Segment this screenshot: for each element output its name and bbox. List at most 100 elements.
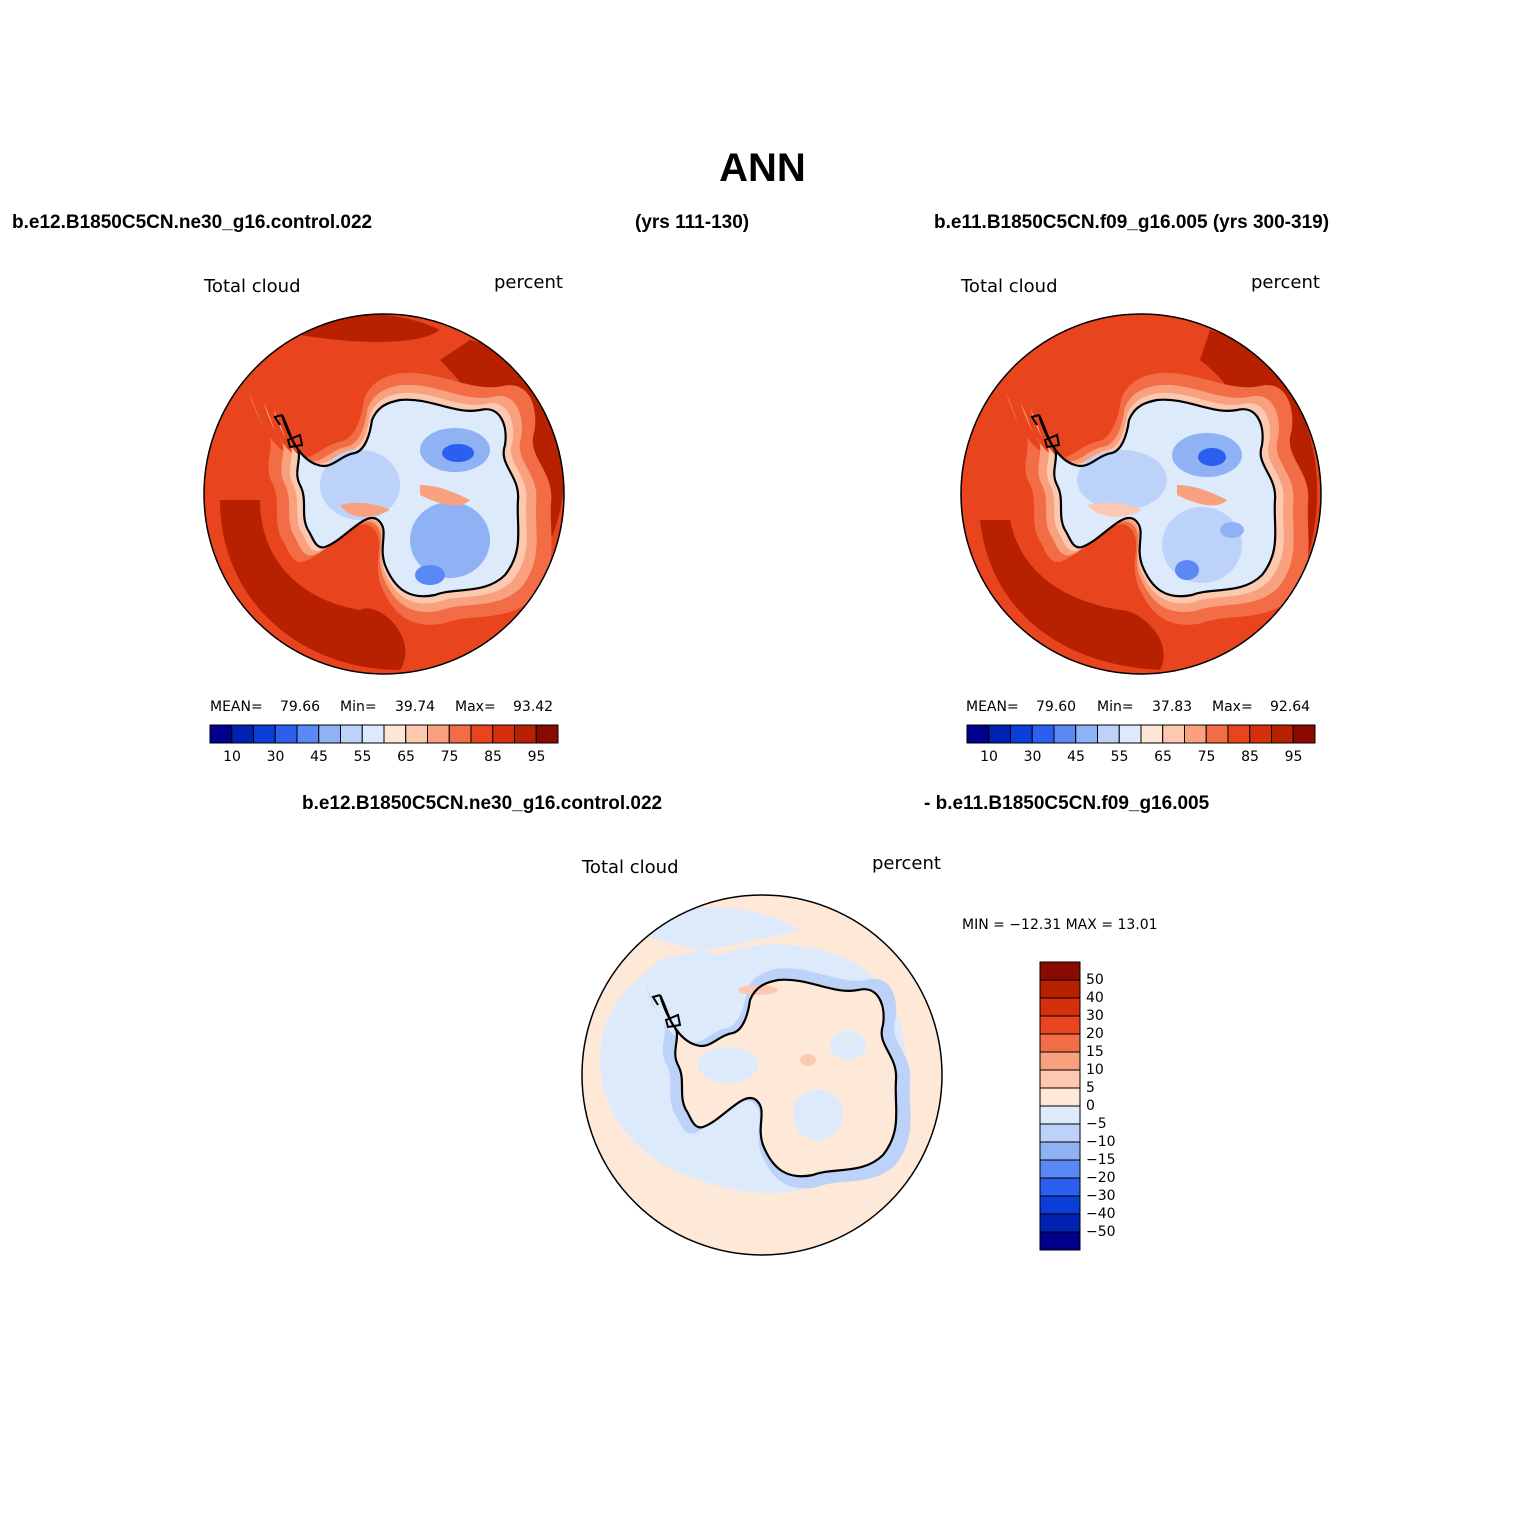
colorbar-tick-label: 55 bbox=[353, 749, 372, 765]
colorbar-tick-label: 20 bbox=[1086, 1026, 1104, 1042]
colorbar-tick-label: 45 bbox=[310, 749, 328, 765]
panel1-colorbar-swatch bbox=[405, 724, 428, 744]
diff-colorbar-swatch bbox=[1039, 979, 1081, 999]
panel1-colorbar-swatch bbox=[470, 724, 494, 744]
panel1-max-value: 93.42 bbox=[513, 699, 554, 715]
panel1-colorbar-swatch bbox=[427, 724, 450, 744]
panel2-colorbar-swatch bbox=[1010, 724, 1033, 744]
diff-units-label: percent bbox=[872, 853, 941, 874]
panel1-map bbox=[204, 314, 564, 674]
diff-title-right: - b.e11.B1850C5CN.f09_g16.005 bbox=[924, 793, 1210, 814]
case1-years: (yrs 111-130) bbox=[635, 212, 750, 233]
diff-colorbar-swatch bbox=[1039, 1123, 1081, 1143]
colorbar-tick-label: −50 bbox=[1086, 1224, 1116, 1240]
panel1-colorbar bbox=[209, 724, 559, 744]
panel2-colorbar-swatch bbox=[1162, 724, 1185, 744]
colorbar-tick-label: −40 bbox=[1086, 1206, 1116, 1222]
diff-colorbar-swatch bbox=[1039, 1015, 1081, 1035]
panel2-colorbar-swatch bbox=[1031, 724, 1055, 744]
panel2-colorbar-swatch bbox=[1140, 724, 1164, 744]
panel1-colorbar-swatch bbox=[274, 724, 298, 744]
colorbar-tick-label: 55 bbox=[1110, 749, 1129, 765]
colorbar-tick-label: 75 bbox=[1197, 749, 1216, 765]
panel1-min-label: Min= bbox=[340, 699, 377, 715]
colorbar-tick-label: 30 bbox=[1023, 749, 1042, 765]
diff-minmax-label: MIN = −12.31 MAX = 13.01 bbox=[962, 917, 1158, 933]
colorbar-tick-label: 30 bbox=[1086, 1008, 1104, 1024]
panel2-map bbox=[961, 314, 1321, 674]
diff-colorbar-swatch bbox=[1039, 1069, 1081, 1089]
panel2-colorbar-swatch bbox=[1249, 724, 1272, 744]
colorbar-tick-label: 45 bbox=[1067, 749, 1085, 765]
colorbar-tick-label: 95 bbox=[527, 749, 546, 765]
panel2-colorbar-swatch bbox=[1053, 724, 1077, 744]
colorbar-tick-label: −20 bbox=[1086, 1170, 1116, 1186]
panel1-colorbar-swatch bbox=[318, 724, 341, 744]
panel2-mean-value: 79.60 bbox=[1036, 699, 1077, 715]
diff-variable-label: Total cloud bbox=[582, 857, 679, 878]
colorbar-tick-label: 40 bbox=[1086, 990, 1104, 1006]
panel1-colorbar-swatch bbox=[448, 724, 472, 744]
panel1-mean-value: 79.66 bbox=[280, 699, 321, 715]
diff-colorbar-swatch bbox=[1039, 1213, 1081, 1233]
colorbar-tick-label: 30 bbox=[266, 749, 285, 765]
diff-title-left: b.e12.B1850C5CN.ne30_g16.control.022 bbox=[302, 793, 663, 814]
colorbar-tick-label: 65 bbox=[397, 749, 415, 765]
case2-title: b.e11.B1850C5CN.f09_g16.005 (yrs 300-319… bbox=[934, 212, 1330, 233]
colorbar-tick-label: −10 bbox=[1086, 1134, 1116, 1150]
panel2-colorbar-swatch bbox=[1227, 724, 1251, 744]
diff-colorbar-swatch bbox=[1039, 1141, 1081, 1161]
main-title: ANN bbox=[719, 146, 806, 190]
diff-colorbar-swatch bbox=[1039, 1231, 1081, 1251]
colorbar-tick-label: −30 bbox=[1086, 1188, 1116, 1204]
panel2-min-value: 37.83 bbox=[1152, 699, 1193, 715]
diff-colorbar-swatch bbox=[1039, 1177, 1081, 1197]
panel1-colorbar-swatch bbox=[296, 724, 320, 744]
panel1-colorbar-swatch bbox=[535, 724, 559, 744]
panel2-colorbar-swatch bbox=[1097, 724, 1120, 744]
panel2-field-dark-southwest bbox=[980, 520, 1164, 670]
diff-colorbar-swatch bbox=[1039, 1159, 1081, 1179]
diff-colorbar-swatch bbox=[1039, 961, 1081, 981]
diff-colorbar-swatch bbox=[1039, 1033, 1081, 1053]
panel1-colorbar-swatch bbox=[383, 724, 407, 744]
panel2-colorbar-swatch bbox=[1075, 724, 1098, 744]
panel2-map-border bbox=[960, 313, 1322, 675]
diff-colorbar bbox=[1039, 961, 1081, 1251]
panel2-variable-label: Total cloud bbox=[961, 276, 1058, 297]
panel1-mean-label: MEAN= bbox=[210, 699, 263, 715]
colorbar-tick-label: −5 bbox=[1086, 1116, 1107, 1132]
panel1-field-dark-southwest bbox=[220, 500, 406, 670]
panel1-max-label: Max= bbox=[455, 699, 496, 715]
diff-colorbar-swatch bbox=[1039, 1087, 1081, 1107]
panel1-colorbar-swatch bbox=[514, 724, 537, 744]
colorbar-tick-label: 10 bbox=[223, 749, 241, 765]
panel2-mean-label: MEAN= bbox=[966, 699, 1019, 715]
panel1-variable-label: Total cloud bbox=[204, 276, 301, 297]
panel2-colorbar bbox=[966, 724, 1316, 744]
diff-map-border bbox=[581, 894, 943, 1256]
colorbar-tick-label: 15 bbox=[1086, 1044, 1104, 1060]
colorbar-tick-label: 85 bbox=[484, 749, 502, 765]
colorbar-tick-label: 75 bbox=[440, 749, 459, 765]
panel1-colorbar-swatch bbox=[231, 724, 254, 744]
panel1-min-value: 39.74 bbox=[395, 699, 436, 715]
panel2-max-value: 92.64 bbox=[1270, 699, 1311, 715]
panel2-colorbar-swatch bbox=[988, 724, 1011, 744]
colorbar-tick-label: 10 bbox=[1086, 1062, 1104, 1078]
panel2-colorbar-swatch bbox=[1118, 724, 1142, 744]
colorbar-tick-label: 95 bbox=[1284, 749, 1303, 765]
diff-colorbar-swatch bbox=[1039, 1051, 1081, 1071]
diff-colorbar-swatch bbox=[1039, 1105, 1081, 1125]
colorbar-tick-label: 85 bbox=[1241, 749, 1259, 765]
colorbar-tick-label: 50 bbox=[1086, 972, 1104, 988]
diff-colorbar-swatch bbox=[1039, 1195, 1081, 1215]
panel2-colorbar-swatch bbox=[1205, 724, 1229, 744]
colorbar-tick-label: −15 bbox=[1086, 1152, 1116, 1168]
panel2-units-label: percent bbox=[1251, 272, 1320, 293]
colorbar-tick-label: 10 bbox=[980, 749, 998, 765]
panel2-colorbar-swatch bbox=[1292, 724, 1316, 744]
colorbar-tick-label: 5 bbox=[1086, 1080, 1095, 1096]
panel1-units-label: percent bbox=[494, 272, 563, 293]
